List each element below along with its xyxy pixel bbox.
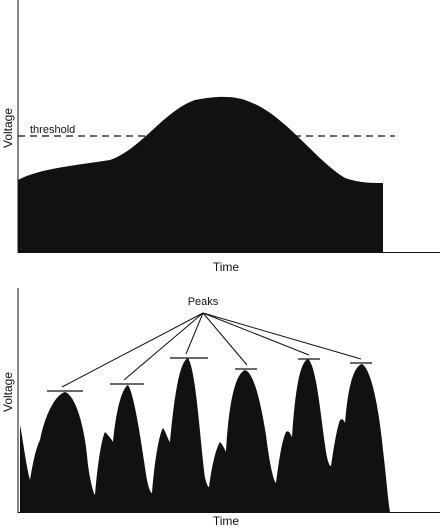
bottom-y-axis-label: Voltage [1,372,15,412]
top-y-axis-label: Voltage [1,108,15,148]
bottom-voltage-waveform [20,358,390,512]
top-voltage-waveform [18,96,383,252]
peak-callout-5 [202,312,310,356]
peak-callout-4 [202,312,248,366]
peaks-label: Peaks [188,296,219,308]
peak-callout-2 [123,312,204,381]
bottom-panel: Peaks Time Voltage [1,288,440,528]
peak-callout-6 [202,312,362,360]
peak-callout-3 [185,312,204,355]
top-x-axis-label: Time [213,260,240,274]
peak-callout-1 [61,312,204,388]
threshold-label: threshold [30,124,75,136]
top-panel: threshold Time Voltage [1,0,440,274]
bottom-x-axis-label: Time [213,514,240,528]
peak-callout-lines [61,312,362,388]
